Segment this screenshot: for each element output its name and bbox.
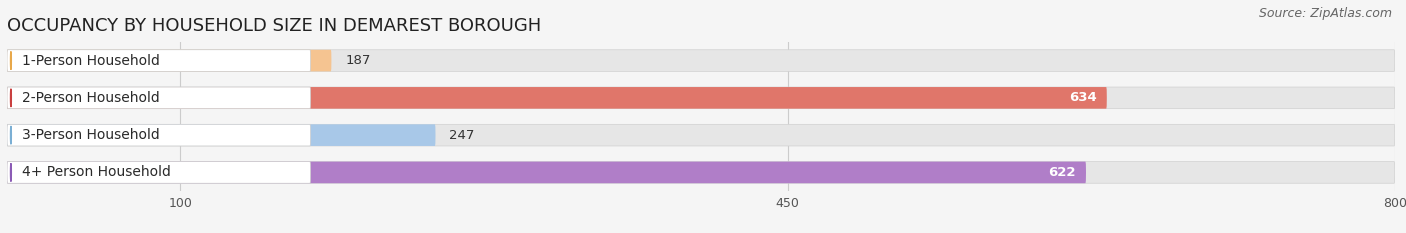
Text: 3-Person Household: 3-Person Household <box>21 128 159 142</box>
Text: OCCUPANCY BY HOUSEHOLD SIZE IN DEMAREST BOROUGH: OCCUPANCY BY HOUSEHOLD SIZE IN DEMAREST … <box>7 17 541 35</box>
Text: 4+ Person Household: 4+ Person Household <box>21 165 170 179</box>
Text: 247: 247 <box>450 129 475 142</box>
Text: 1-Person Household: 1-Person Household <box>21 54 160 68</box>
Text: Source: ZipAtlas.com: Source: ZipAtlas.com <box>1258 7 1392 20</box>
FancyBboxPatch shape <box>7 162 1085 183</box>
FancyBboxPatch shape <box>7 87 311 109</box>
FancyBboxPatch shape <box>7 50 332 71</box>
FancyBboxPatch shape <box>7 162 1395 183</box>
Text: 2-Person Household: 2-Person Household <box>21 91 159 105</box>
FancyBboxPatch shape <box>7 162 311 183</box>
FancyBboxPatch shape <box>7 50 1395 71</box>
Text: 187: 187 <box>346 54 371 67</box>
FancyBboxPatch shape <box>7 124 311 146</box>
FancyBboxPatch shape <box>7 87 1107 109</box>
FancyBboxPatch shape <box>7 124 1395 146</box>
Text: 622: 622 <box>1047 166 1076 179</box>
FancyBboxPatch shape <box>7 124 436 146</box>
FancyBboxPatch shape <box>7 87 1395 109</box>
FancyBboxPatch shape <box>7 50 311 71</box>
Text: 634: 634 <box>1069 91 1097 104</box>
